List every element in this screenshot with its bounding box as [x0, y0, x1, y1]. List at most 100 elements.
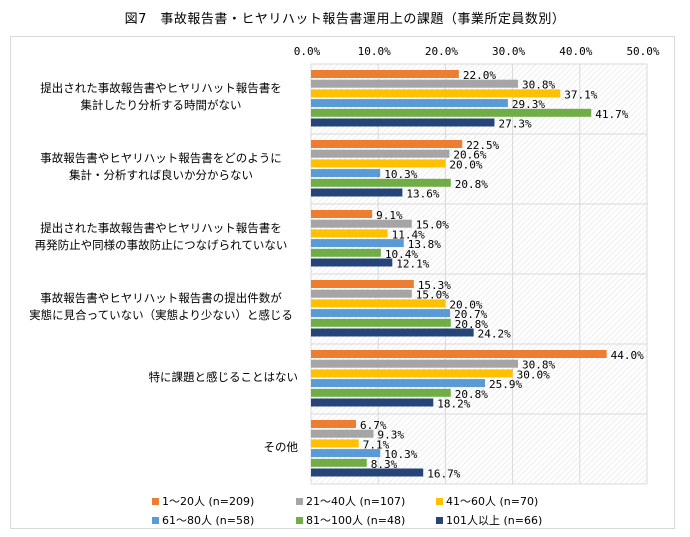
- bar: [311, 149, 450, 158]
- category-label-line1: 特に課題と感じることはない: [148, 369, 299, 384]
- legend-label: 41～60人 (n=70): [446, 495, 539, 508]
- data-label: 20.0%: [449, 298, 482, 311]
- bar: [311, 299, 446, 308]
- category-label-line1: 事故報告書やヒヤリハット報告書の提出件数が: [40, 291, 282, 305]
- data-label: 10.3%: [384, 168, 417, 181]
- data-label: 15.0%: [416, 219, 449, 232]
- bar: [311, 70, 459, 78]
- data-label: 20.8%: [455, 178, 488, 191]
- data-label: 22.0%: [463, 69, 496, 82]
- legend-label: 21～40人 (n=107): [306, 495, 406, 508]
- data-label: 13.6%: [406, 188, 439, 201]
- bar: [311, 79, 518, 88]
- bar: [311, 458, 367, 467]
- legend-label: 101人以上 (n=66): [446, 514, 543, 527]
- x-tick-label: 0.0%: [294, 45, 321, 58]
- legend-swatch: [296, 497, 303, 505]
- data-label: 20.0%: [449, 158, 482, 171]
- bar: [311, 258, 393, 267]
- x-tick-label: 20.0%: [425, 45, 458, 58]
- data-label: 18.2%: [437, 398, 470, 411]
- data-label: 12.1%: [396, 258, 429, 271]
- bar: [311, 388, 451, 397]
- bar: [311, 99, 508, 108]
- category-label: 特に課題と感じることはない: [6, 369, 299, 386]
- category-label: 提出された事故報告書やヒヤリハット報告書を 集計したり分析する時間がない: [16, 80, 306, 114]
- data-label: 13.8%: [408, 238, 441, 251]
- data-label: 29.3%: [512, 98, 545, 111]
- bar: [311, 359, 518, 368]
- data-label: 10.3%: [384, 448, 417, 461]
- category-label: 事故報告書やヒヤリハット報告書の提出件数が 実態に見合っていない（実態より少ない）…: [16, 290, 306, 324]
- data-label: 7.1%: [363, 438, 390, 451]
- legend-item: 41～60人 (n=70): [436, 493, 538, 509]
- bar: [311, 369, 513, 378]
- chart-frame: [10, 36, 675, 529]
- data-label: 15.0%: [416, 289, 449, 302]
- data-label: 22.5%: [466, 139, 499, 152]
- legend-swatch: [152, 516, 159, 524]
- data-label: 20.6%: [453, 149, 486, 162]
- data-label: 44.0%: [611, 349, 644, 362]
- data-label: 6.7%: [360, 419, 387, 432]
- data-label: 30.8%: [522, 79, 555, 92]
- bar: [311, 118, 495, 127]
- legend-item: 61～80人 (n=58): [152, 512, 254, 528]
- bar: [311, 318, 451, 327]
- legend-label: 61～80人 (n=58): [162, 514, 255, 527]
- category-label-line1: その他: [263, 439, 299, 454]
- data-label: 41.7%: [595, 108, 628, 121]
- bar: [311, 309, 451, 318]
- data-label: 20.8%: [455, 388, 488, 401]
- data-label: 37.1%: [564, 88, 597, 101]
- data-label: 25.9%: [489, 378, 522, 391]
- chart-title: 図7 事故報告書・ヒヤリハット報告書運用上の課題（事業所定員数別）: [124, 12, 566, 27]
- bar: [311, 188, 403, 197]
- data-label: 15.3%: [418, 279, 451, 292]
- category-label-line2: 集計したり分析する時間がない: [80, 98, 242, 112]
- bar: [311, 280, 414, 288]
- category-label: 事故報告書やヒヤリハット報告書をどのように 集計・分析すれば良いか分からない: [16, 150, 306, 184]
- data-label: 9.3%: [377, 429, 404, 442]
- bar: [311, 248, 381, 257]
- legend-swatch: [436, 497, 443, 505]
- bar: [311, 108, 592, 117]
- x-tick-label: 40.0%: [559, 45, 592, 58]
- bar: [311, 398, 434, 407]
- bar: [311, 219, 412, 228]
- data-label: 8.3%: [371, 458, 398, 471]
- data-label: 20.7%: [454, 308, 487, 321]
- legend-item: 101人以上 (n=66): [436, 512, 542, 528]
- data-label: 11.4%: [392, 228, 425, 241]
- legend-item: 81～100人 (n=48): [296, 512, 405, 528]
- legend-swatch: [296, 516, 303, 524]
- bar: [311, 178, 451, 187]
- data-label: 9.1%: [376, 209, 403, 222]
- legend-item: 21～40人 (n=107): [296, 493, 405, 509]
- bar: [311, 328, 474, 337]
- category-label-line1: 提出された事故報告書やヒヤリハット報告書を: [40, 81, 282, 95]
- data-label: 27.3%: [498, 118, 531, 131]
- x-tick-label: 10.0%: [358, 45, 391, 58]
- legend-swatch: [152, 497, 159, 505]
- bar: [311, 169, 381, 178]
- category-label-line1: 提出された事故報告書やヒヤリハット報告書を: [40, 221, 282, 235]
- data-label: 30.0%: [517, 368, 550, 381]
- bar: [311, 229, 388, 238]
- bar: [311, 239, 404, 248]
- legend-label: 1～20人 (n=209): [162, 495, 255, 508]
- bar: [311, 429, 374, 438]
- bar: [311, 140, 463, 148]
- bar: [311, 350, 607, 358]
- data-label: 30.8%: [522, 359, 555, 372]
- legend-label: 81～100人 (n=48): [306, 514, 406, 527]
- category-label-line2: 再発防止や同様の事故防止につなげられていない: [34, 238, 288, 252]
- category-label: 提出された事故報告書やヒヤリハット報告書を 再発防止や同様の事故防止につなげられて…: [16, 220, 306, 254]
- bar: [311, 289, 412, 298]
- bar: [311, 420, 357, 428]
- legend-item: 1～20人 (n=209): [152, 493, 254, 509]
- data-label: 10.4%: [385, 248, 418, 261]
- bar: [311, 468, 424, 477]
- data-label: 20.8%: [455, 318, 488, 331]
- x-tick-label: 50.0%: [626, 45, 659, 58]
